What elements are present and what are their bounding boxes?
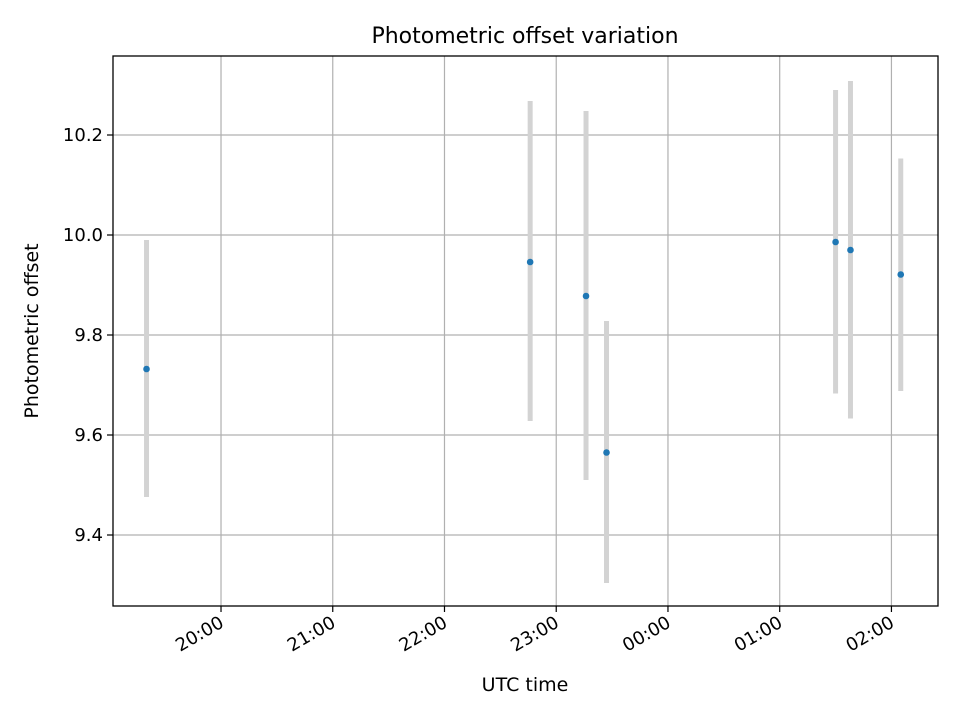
data-point [582, 292, 590, 300]
grid [113, 56, 938, 606]
y-tick-label: 9.6 [74, 425, 103, 446]
plot-frame [112, 55, 939, 607]
data-point [143, 365, 150, 373]
x-axis-label: UTC time [482, 674, 569, 696]
chart-title: Photometric offset variation [371, 24, 678, 49]
y-tick-label: 9.8 [74, 325, 103, 346]
data-points [143, 238, 905, 456]
data-point [832, 238, 839, 246]
data-point [526, 258, 534, 266]
data-point [897, 271, 905, 278]
y-tick-label: 9.4 [74, 525, 103, 546]
data-point [603, 449, 610, 456]
y-axis-label: Photometric offset [21, 243, 43, 418]
y-axis: 9.4 9.6 9.8 10.0 10.2 [63, 125, 113, 546]
y-tick-label: 10.0 [63, 225, 103, 246]
y-tick-label: 10.2 [63, 125, 103, 146]
data-point [847, 246, 854, 254]
